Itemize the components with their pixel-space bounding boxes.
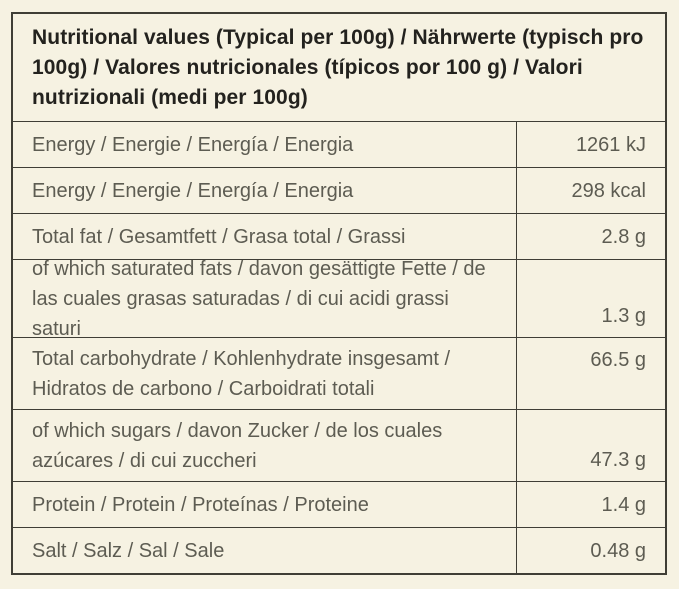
row-label: of which saturated fats / davon gesättig…	[13, 258, 517, 340]
table-row-energy-kj: Energy / Energie / Energía / Energia 126…	[13, 121, 665, 167]
table-row-energy-kcal: Energy / Energie / Energía / Energia 298…	[13, 167, 665, 213]
row-value: 0.48 g	[590, 540, 646, 562]
row-label: Protein / Protein / Proteínas / Proteine	[13, 482, 517, 527]
row-value: 298 kcal	[571, 180, 647, 202]
row-value: 47.3 g	[590, 449, 646, 471]
table-row-total-fat: Total fat / Gesamtfett / Grasa total / G…	[13, 213, 665, 259]
table-row-total-carbohydrate: Total carbohydrate / Kohlenhydrate insge…	[13, 337, 665, 409]
nutrition-table-title: Nutritional values (Typical per 100g) / …	[32, 26, 644, 109]
row-value: 66.5 g	[590, 349, 646, 371]
row-label: Energy / Energie / Energía / Energia	[13, 168, 517, 213]
row-value: 1.3 g	[601, 305, 646, 327]
row-label: Total carbohydrate / Kohlenhydrate insge…	[13, 338, 517, 409]
nutrition-table: Nutritional values (Typical per 100g) / …	[11, 12, 667, 575]
table-row-protein: Protein / Protein / Proteínas / Proteine…	[13, 481, 665, 527]
row-label: Salt / Salz / Sal / Sale	[13, 528, 517, 573]
row-value: 1261 kJ	[575, 134, 646, 156]
row-value: 1.4 g	[601, 494, 646, 516]
row-value: 2.8 g	[601, 226, 646, 248]
table-row-sugars: of which sugars / davon Zucker / de los …	[13, 409, 665, 481]
row-label: Total fat / Gesamtfett / Grasa total / G…	[13, 214, 517, 259]
table-row-saturated-fats: of which saturated fats / davon gesättig…	[13, 258, 665, 340]
table-row-salt: Salt / Salz / Sal / Sale 0.48 g	[13, 527, 665, 573]
row-label: of which sugars / davon Zucker / de los …	[13, 410, 517, 481]
row-label: Energy / Energie / Energía / Energia	[13, 122, 517, 167]
